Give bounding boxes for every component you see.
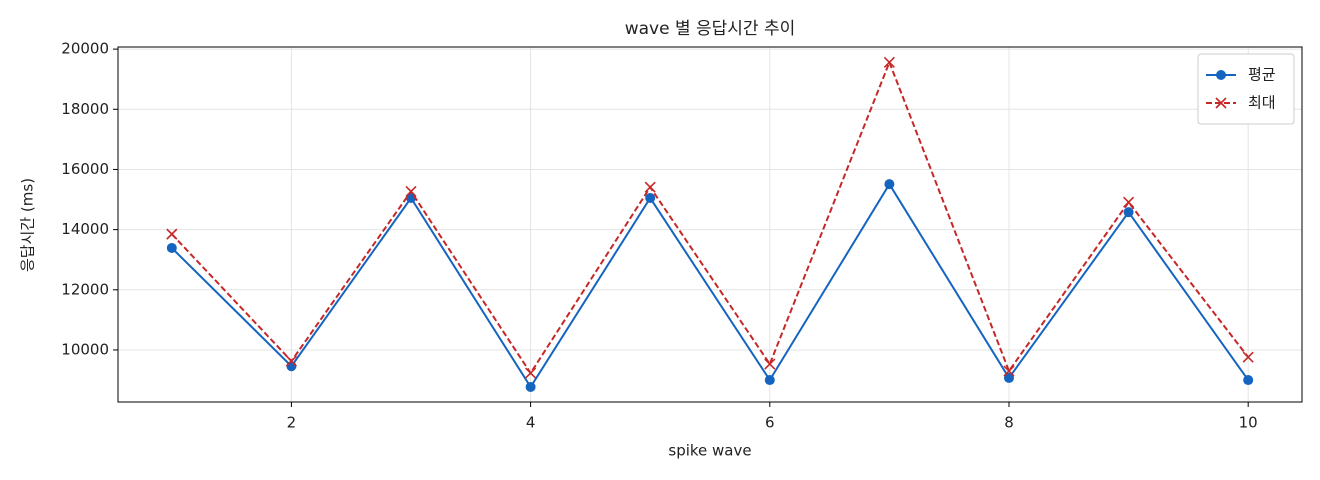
- marker-cross: [285, 355, 297, 367]
- legend-box: [1197, 53, 1295, 125]
- marker-cross: [644, 181, 656, 193]
- marker: [406, 193, 417, 204]
- marker: [166, 228, 178, 240]
- legend-label: 최대: [1248, 94, 1276, 112]
- marker: [644, 181, 656, 193]
- marker-cross: [1123, 196, 1135, 208]
- marker-cross: [405, 185, 417, 197]
- marker: [1003, 372, 1014, 383]
- marker-cross: [1242, 351, 1254, 363]
- marker: [883, 56, 895, 68]
- marker: [1216, 70, 1226, 80]
- x-tick-label: 6: [765, 414, 775, 432]
- marker: [764, 358, 776, 370]
- marker: [1003, 365, 1015, 377]
- y-axis-label: 응답시간 (ms): [19, 178, 37, 272]
- y-tick-label: 14000: [61, 220, 109, 238]
- marker-cross: [764, 358, 776, 370]
- marker-cross: [1215, 97, 1227, 109]
- marker: [1123, 207, 1134, 218]
- marker: [525, 381, 536, 392]
- x-tick-label: 4: [526, 414, 536, 432]
- chart-title: wave 별 응답시간 추이: [625, 19, 796, 39]
- plot-frame: [117, 46, 1303, 403]
- y-tick-label: 10000: [61, 340, 109, 358]
- marker: [285, 355, 297, 367]
- y-tick-label: 12000: [61, 280, 109, 298]
- x-axis-label: spike wave: [668, 442, 751, 460]
- y-tick-label: 18000: [61, 100, 109, 118]
- legend-label: 평균: [1248, 66, 1276, 84]
- marker: [764, 375, 775, 386]
- series-line: [171, 59, 1249, 375]
- marker: [525, 367, 537, 379]
- marker: [1215, 97, 1227, 109]
- marker: [1242, 351, 1254, 363]
- series-line: [171, 182, 1249, 389]
- y-tick-label: 16000: [61, 160, 109, 178]
- marker: [405, 185, 417, 197]
- x-tick-label: 10: [1239, 414, 1258, 432]
- marker-cross: [166, 228, 178, 240]
- marker: [1123, 196, 1135, 208]
- marker-cross: [1003, 365, 1015, 377]
- marker: [645, 193, 656, 204]
- y-tick-label: 20000: [61, 40, 109, 58]
- marker: [884, 179, 895, 190]
- x-tick-label: 8: [1004, 414, 1014, 432]
- marker-cross: [525, 367, 537, 379]
- marker: [1243, 375, 1254, 386]
- marker-cross: [883, 56, 895, 68]
- marker: [286, 361, 297, 372]
- x-tick-label: 2: [287, 414, 297, 432]
- marker: [166, 242, 177, 253]
